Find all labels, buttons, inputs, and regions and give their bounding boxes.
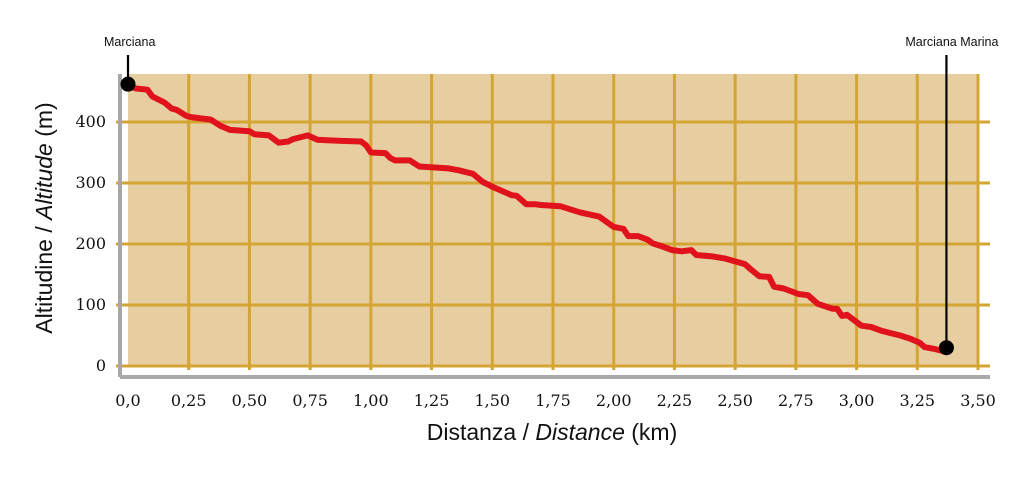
x-tick-labels: 0,0 0,25 0,50 0,75 1,00 1,25 1,50 1,75 2,00 2,25 2… [115,391,996,410]
x-tick-label: 3,50 [960,391,996,410]
x-tick-label: 1,25 [414,391,450,410]
x-axis-title: Distanza / Distance (km) [427,419,678,445]
x-tick-label: 0,50 [232,391,268,410]
series-line [125,81,947,355]
x-tick-label: 3,25 [899,391,935,410]
x-tick-label: 1,75 [535,391,571,410]
start-marker-label: Marciana [104,35,155,49]
x-tick-label: 2,75 [778,391,814,410]
point-markers: Marciana Marciana Marina [104,35,998,356]
end-marker-label: Marciana Marina [905,35,998,49]
x-tick-label: 2,00 [596,391,632,410]
x-tick-label: 0,0 [115,391,140,410]
x-tick-label: 2,25 [657,391,693,410]
x-tick-label: 3,00 [839,391,875,410]
altitude-line [125,81,947,355]
x-tick-label: 2,50 [717,391,753,410]
axes [116,74,990,379]
end-marker-dot [938,340,954,356]
y-tick-label: 400 [75,112,106,131]
grid-lines [116,74,990,370]
y-axis-title: Altitudine / Altitude (m) [31,102,57,333]
y-tick-label: 300 [75,173,106,192]
x-tick-label: 1,50 [474,391,510,410]
x-tick-label: 0,25 [171,391,207,410]
x-tick-label: 1,00 [353,391,389,410]
y-tick-label: 100 [75,295,106,314]
x-tick-label: 0,75 [292,391,328,410]
y-tick-labels: 0 100 200 300 400 [75,112,106,375]
start-marker-dot [120,76,136,92]
y-tick-label: 200 [75,234,106,253]
y-tick-label: 0 [96,356,106,375]
